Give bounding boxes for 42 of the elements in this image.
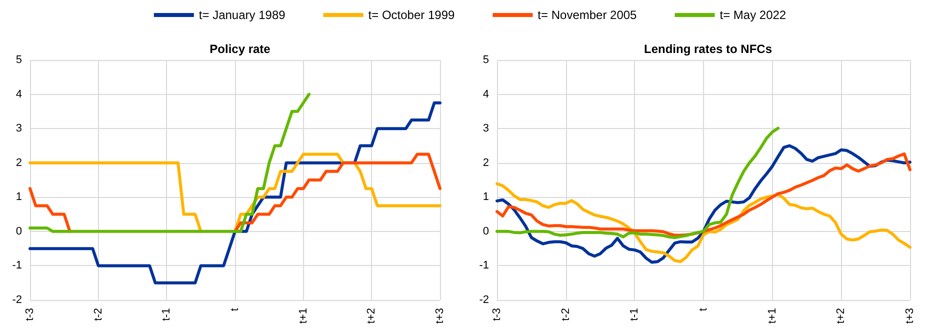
x-tick-label: t+2 bbox=[835, 308, 848, 324]
y-tick-label: 1 bbox=[482, 191, 489, 204]
line-series bbox=[496, 126, 780, 240]
x-tick-label: t-2 bbox=[560, 308, 572, 321]
x-tick-label: t+1 bbox=[297, 308, 310, 324]
x-tick-label: t+3 bbox=[904, 308, 916, 324]
y-tick-label: -2 bbox=[479, 294, 489, 306]
line-series bbox=[496, 144, 912, 264]
y-tick-label: -2 bbox=[12, 294, 22, 306]
y-tick-label: 5 bbox=[482, 54, 489, 66]
line-series bbox=[28, 92, 311, 233]
y-tick-label: -1 bbox=[479, 260, 489, 272]
line-series bbox=[28, 101, 442, 284]
x-tick-label: t-3 bbox=[24, 308, 36, 321]
y-tick-label: 0 bbox=[16, 225, 22, 238]
x-tick-label: t-1 bbox=[628, 308, 641, 321]
chart-title: Policy rate bbox=[210, 42, 271, 56]
chart-title: Lending rates to NFCs bbox=[644, 42, 772, 56]
y-tick-label: 4 bbox=[482, 88, 489, 100]
x-tick-label: t-3 bbox=[491, 308, 503, 321]
y-tick-label: 2 bbox=[482, 156, 489, 169]
x-tick-label: t+2 bbox=[366, 308, 378, 324]
legend-label: t= October 1999 bbox=[368, 8, 456, 22]
line-series bbox=[496, 182, 912, 264]
legend-label: t= May 2022 bbox=[720, 8, 786, 22]
y-tick-label: 2 bbox=[16, 156, 22, 169]
y-tick-label: 5 bbox=[16, 54, 22, 66]
x-tick-label: t-2 bbox=[92, 308, 104, 321]
line-series bbox=[496, 152, 912, 237]
x-tick-label: t+3 bbox=[434, 308, 446, 324]
legend-label: t= January 1989 bbox=[198, 8, 286, 22]
y-tick-label: 4 bbox=[16, 88, 22, 100]
x-tick-label: t bbox=[698, 308, 710, 312]
y-tick-label: 3 bbox=[482, 122, 489, 135]
y-tick-label: -1 bbox=[12, 260, 22, 272]
x-tick-label: t bbox=[229, 308, 241, 312]
legend-label: t= November 2005 bbox=[538, 8, 638, 22]
y-tick-label: 1 bbox=[16, 191, 22, 204]
x-tick-label: t-1 bbox=[160, 308, 173, 321]
y-tick-label: 0 bbox=[482, 225, 489, 238]
y-tick-label: 3 bbox=[16, 122, 22, 135]
x-tick-label: t+1 bbox=[766, 308, 778, 324]
